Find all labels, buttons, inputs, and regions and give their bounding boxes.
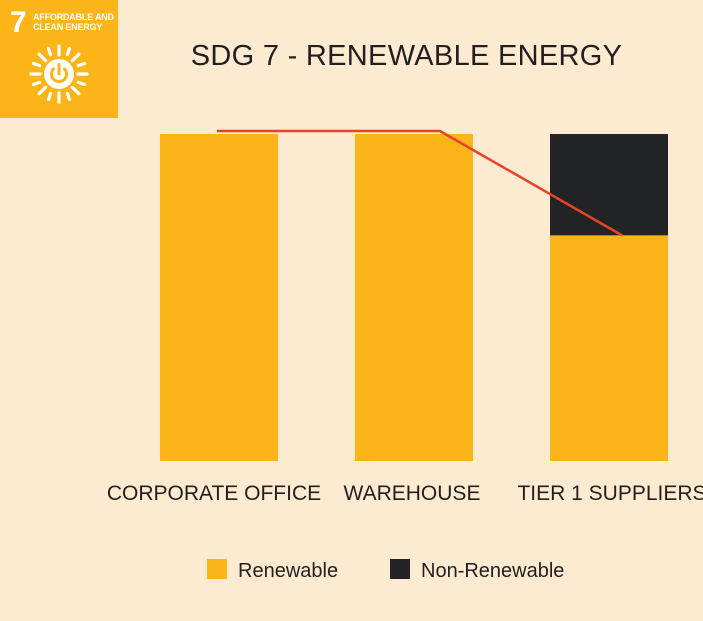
legend-label-non-renewable: Non-Renewable: [421, 560, 564, 582]
chart-title: SDG 7 - RENEWABLE ENERGY: [190, 40, 623, 72]
sdg-badge: 7 AFFORDABLE AND CLEAN ENERGY: [0, 0, 118, 118]
sun-power-icon: [29, 44, 89, 104]
legend-swatch-renewable: [207, 559, 227, 579]
badge-number: 7: [10, 6, 27, 39]
tick-label-2: WAREHOUSE: [344, 482, 481, 505]
bar-renewable-2: [355, 134, 473, 461]
trend-line: [217, 129, 623, 237]
bar-non-renewable-3: [550, 134, 668, 236]
bar-renewable-1: [160, 134, 278, 461]
badge-text: AFFORDABLE AND CLEAN ENERGY: [33, 12, 114, 32]
bar-renewable-3: [550, 235, 668, 461]
tick-label-1: CORPORATE OFFICE: [107, 482, 321, 505]
legend-swatch-non-renewable: [390, 559, 410, 579]
tick-label-3: TIER 1 SUPPLIERS: [517, 482, 703, 505]
legend-label-renewable: Renewable: [238, 560, 338, 582]
